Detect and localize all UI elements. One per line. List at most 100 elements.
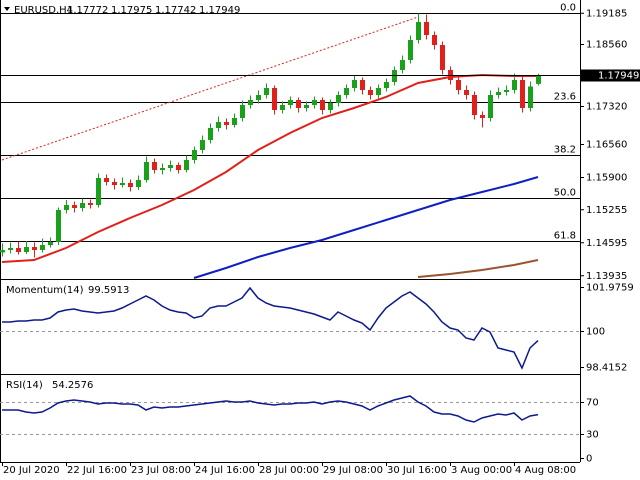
fib-label: 61.8 xyxy=(554,231,576,242)
price-label: 1.17949 xyxy=(598,71,639,82)
candle-body xyxy=(144,162,149,180)
candle-body xyxy=(416,22,421,40)
y-tick-label: 98.4152 xyxy=(586,363,627,374)
ohlc-high: 1.17975 xyxy=(111,5,152,16)
candle-body xyxy=(480,115,485,118)
candle-body xyxy=(520,80,525,108)
y-tick-label: 1.19185 xyxy=(586,8,627,19)
x-tick-label: 3 Aug 00:00 xyxy=(451,465,512,476)
candle-body xyxy=(360,80,365,90)
candle-body xyxy=(184,160,189,170)
y-tick-label: 100 xyxy=(586,327,605,338)
candle-body xyxy=(320,100,325,110)
candle-body xyxy=(8,248,13,250)
candle-body xyxy=(504,90,509,92)
y-tick-label: 1.16560 xyxy=(586,140,627,151)
x-tick-label: 29 Jul 08:00 xyxy=(323,465,383,476)
x-tick-label: 4 Aug 08:00 xyxy=(515,465,576,476)
candle-body xyxy=(136,180,141,187)
candle-body xyxy=(408,40,413,60)
candle-body xyxy=(368,90,373,95)
indicator-value: 54.2576 xyxy=(52,380,93,391)
candle-body xyxy=(176,165,181,170)
candle-body xyxy=(88,203,93,205)
symbol-title: EURUSD,H4 xyxy=(14,5,73,16)
candle-body xyxy=(272,88,277,110)
candle-body xyxy=(48,242,53,245)
ohlc-open: 1.17772 xyxy=(67,5,108,16)
candle-body xyxy=(472,95,477,115)
candle-body xyxy=(64,205,69,210)
candle-body xyxy=(40,245,45,250)
x-tick-label: 28 Jul 00:00 xyxy=(259,465,319,476)
candle-body xyxy=(72,205,77,208)
candle-body xyxy=(536,75,541,84)
indicator-value: 99.5913 xyxy=(88,285,129,296)
indicator-name: Momentum(14) xyxy=(6,285,84,296)
candle-body xyxy=(0,250,5,253)
candle-body xyxy=(512,80,517,90)
moving-average xyxy=(1,73,538,263)
candle-body xyxy=(456,80,461,90)
candle-body xyxy=(344,88,349,95)
candle-body xyxy=(248,100,253,105)
candle-body xyxy=(160,168,165,170)
x-tick-label: 30 Jul 16:00 xyxy=(387,465,447,476)
candle-body xyxy=(16,248,21,252)
candle-body xyxy=(80,203,85,208)
candle-body xyxy=(400,60,405,70)
candle-body xyxy=(440,45,445,70)
candle-body xyxy=(208,128,213,140)
x-tick-label: 24 Jul 16:00 xyxy=(195,465,255,476)
fib-label: 50.0 xyxy=(554,188,576,199)
fib-label: 23.6 xyxy=(554,92,576,103)
candle-body xyxy=(128,183,133,187)
y-tick-label: 1.18560 xyxy=(586,40,627,51)
candle-body xyxy=(432,35,437,45)
candle-body xyxy=(296,100,301,108)
candle-body xyxy=(384,82,389,88)
candle-body xyxy=(120,183,125,185)
candle-body xyxy=(152,162,157,170)
candle-body xyxy=(240,105,245,118)
ohlc-close: 1.17949 xyxy=(199,5,240,16)
candle-body xyxy=(104,178,109,182)
y-tick-label: 1.14595 xyxy=(586,238,627,249)
moving-average xyxy=(193,176,539,279)
candle-body xyxy=(424,22,429,35)
candle-body xyxy=(352,80,357,88)
momentum-line xyxy=(2,286,539,370)
candle-body xyxy=(56,210,61,242)
y-tick-label: 1.15255 xyxy=(586,205,627,216)
x-tick-label: 22 Jul 16:00 xyxy=(67,465,127,476)
candle-body xyxy=(288,100,293,105)
x-tick-label: 23 Jul 08:00 xyxy=(131,465,191,476)
candle-body xyxy=(312,100,317,105)
candle-body xyxy=(528,86,533,108)
ohlc-low: 1.17742 xyxy=(155,5,196,16)
candle-body xyxy=(264,88,269,95)
candle-body xyxy=(168,165,173,168)
y-tick-label: 1.15900 xyxy=(586,173,627,184)
trendline xyxy=(1,16,419,161)
fib-label: 38.2 xyxy=(554,145,576,156)
candle-body xyxy=(336,95,341,103)
candle-body xyxy=(192,150,197,160)
rsi-line xyxy=(2,395,539,423)
y-tick-label: 0 xyxy=(586,454,592,465)
candle-body xyxy=(280,105,285,110)
candle-body xyxy=(328,103,333,110)
candle-body xyxy=(96,178,101,205)
candle-body xyxy=(256,95,261,100)
y-tick-label: 101.9759 xyxy=(586,283,634,294)
candle-body xyxy=(224,122,229,125)
candle-body xyxy=(216,122,221,128)
x-tick-label: 20 Jul 2020 xyxy=(3,465,60,476)
candle-body xyxy=(200,140,205,150)
candle-body xyxy=(376,88,381,95)
candle-body xyxy=(32,247,37,250)
candle-body xyxy=(488,95,493,118)
menu-icon[interactable] xyxy=(4,7,10,11)
indicator-name: RSI(14) xyxy=(6,380,43,391)
fib-label: 0.0 xyxy=(560,3,576,14)
